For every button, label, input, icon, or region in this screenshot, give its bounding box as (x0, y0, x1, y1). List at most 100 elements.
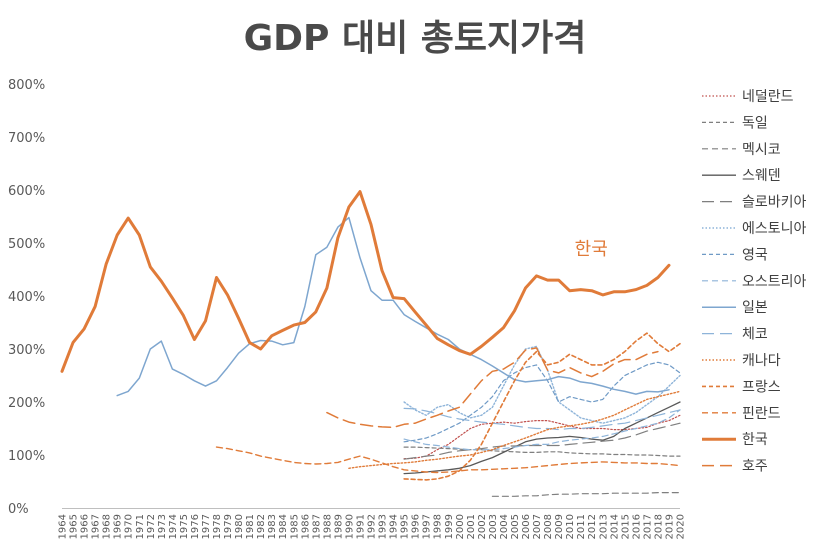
y-tick-label: 300% (8, 343, 45, 358)
x-tick-label: 1968 (102, 514, 113, 539)
legend-item: 오스트리아 (702, 274, 807, 290)
x-tick-label: 2000 (455, 514, 466, 539)
legend-label: 프랑스 (742, 379, 781, 395)
x-tick-label: 2009 (554, 514, 565, 539)
x-tick-label: 1993 (378, 514, 389, 539)
series-line (403, 401, 681, 475)
series-line (348, 390, 681, 469)
legend-item: 프랑스 (702, 379, 781, 395)
legend-label: 영국 (742, 247, 768, 263)
x-tick-label: 1980 (234, 514, 245, 539)
y-tick-label: 800% (8, 78, 45, 93)
legend-item: 체코 (702, 327, 768, 343)
legend-item: 일본 (702, 300, 768, 316)
legend-item: 에스토니아 (702, 221, 807, 237)
x-tick-label: 1969 (113, 514, 124, 539)
series-line (116, 216, 670, 397)
y-tick-label: 100% (8, 449, 45, 464)
legend-label: 일본 (742, 300, 768, 316)
series-line (60, 190, 671, 373)
x-axis: 1964 1965 1966 1967 1968 1969 1970 1971 1972 1973… (58, 508, 687, 539)
series-line (491, 492, 681, 497)
x-tick-label: 1981 (245, 514, 256, 539)
y-tick-label: 0% (8, 502, 29, 517)
legend-label: 오스트리아 (742, 274, 807, 290)
x-tick-label: 1990 (344, 514, 355, 539)
legend-item: 스웨덴 (702, 168, 781, 184)
x-tick-label: 2007 (532, 514, 543, 539)
x-tick-label: 1966 (80, 514, 91, 539)
y-axis: 0% 100% 200% 300% 400% 500% 600% 700% 800% (8, 78, 45, 517)
y-tick-label: 400% (8, 290, 45, 305)
legend-label: 멕시코 (742, 142, 781, 158)
legend-item: 핀란드 (702, 406, 781, 422)
x-tick-label: 1992 (367, 514, 378, 539)
x-tick-label: 1975 (179, 514, 190, 539)
series-line (403, 446, 681, 457)
legend-label: 캐나다 (742, 353, 781, 369)
y-tick-label: 700% (8, 131, 45, 146)
series-line (403, 332, 681, 481)
legend-item: 호주 (702, 459, 768, 475)
chart-title: GDP 대비 총토지가격 (244, 18, 587, 59)
x-tick-label: 1995 (400, 514, 411, 539)
x-tick-label: 1973 (157, 514, 168, 539)
legend-label: 에스토니아 (742, 221, 807, 237)
series-line (403, 422, 681, 460)
legend-label: 독일 (742, 115, 768, 131)
legend-label: 한국 (742, 432, 768, 448)
x-tick-label: 2008 (543, 514, 554, 539)
y-tick-label: 600% (8, 184, 45, 199)
x-tick-label: 2004 (499, 514, 510, 539)
series-line (326, 347, 659, 429)
y-tick-label: 500% (8, 237, 45, 252)
x-tick-label: 1979 (223, 514, 234, 539)
x-tick-label: 2018 (653, 514, 664, 539)
x-tick-label: 1997 (422, 514, 433, 539)
x-tick-label: 2014 (609, 514, 620, 539)
legend-item: 슬로바키아 (702, 195, 807, 211)
x-tick-label: 1974 (168, 514, 179, 539)
x-tick-label: 2001 (466, 514, 477, 539)
x-tick-label: 1978 (212, 514, 223, 539)
x-tick-label: 1999 (444, 514, 455, 539)
series-line (403, 409, 681, 451)
y-tick-label: 200% (8, 396, 45, 411)
series-line (403, 345, 681, 424)
x-tick-label: 1988 (322, 514, 333, 539)
x-tick-label: 2016 (631, 514, 642, 539)
legend-item: 네덜란드 (702, 89, 794, 105)
x-tick-label: 2020 (676, 514, 687, 539)
legend-item: 영국 (702, 247, 768, 263)
x-tick-label: 2013 (598, 514, 609, 539)
x-tick-label: 1994 (389, 514, 400, 539)
x-tick-label: 2015 (620, 514, 631, 539)
annotation-korea: 한국 (575, 239, 608, 260)
legend-label: 핀란드 (742, 406, 781, 422)
series-line (403, 361, 681, 443)
x-tick-label: 1991 (355, 514, 366, 539)
x-tick-label: 1964 (58, 514, 69, 539)
x-tick-label: 1976 (190, 514, 201, 539)
x-tick-label: 1977 (201, 514, 212, 539)
legend-label: 네덜란드 (742, 89, 794, 105)
x-tick-label: 1985 (289, 514, 300, 539)
legend-item: 캐나다 (702, 353, 781, 369)
legend-label: 스웨덴 (742, 168, 781, 184)
x-tick-label: 1989 (333, 514, 344, 539)
x-tick-label: 2019 (664, 514, 675, 539)
x-tick-label: 2017 (642, 514, 653, 539)
legend: 네덜란드독일멕시코스웨덴슬로바키아에스토니아영국오스트리아일본체코캐나다프랑스핀… (702, 89, 807, 475)
x-tick-label: 1972 (146, 514, 157, 539)
x-tick-label: 2011 (576, 514, 587, 539)
x-tick-label: 1971 (135, 514, 146, 539)
legend-label: 슬로바키아 (742, 195, 807, 211)
x-tick-label: 1998 (433, 514, 444, 539)
legend-label: 체코 (742, 327, 768, 343)
x-tick-label: 1984 (278, 514, 289, 539)
x-tick-label: 1970 (124, 514, 135, 539)
x-tick-label: 2003 (488, 514, 499, 539)
x-tick-label: 1983 (267, 514, 278, 539)
x-tick-label: 1967 (91, 514, 102, 539)
